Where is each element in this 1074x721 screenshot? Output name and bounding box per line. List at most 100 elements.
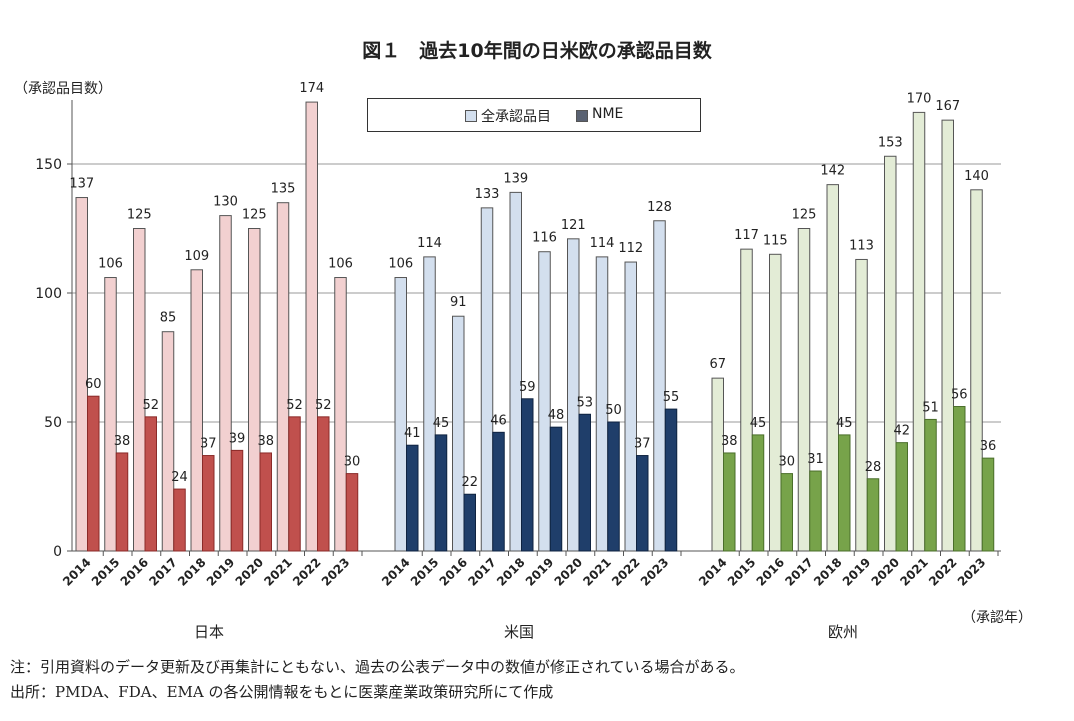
- data-label-all: 140: [964, 169, 989, 184]
- bar-nme-japan-2016: [144, 416, 157, 552]
- data-label-all: 135: [271, 182, 296, 197]
- data-label-all: 85: [160, 311, 177, 326]
- source-text: 出所：PMDA、FDA、EMA の各公開情報をもとに医薬産業政策研究所にて作成: [10, 683, 554, 701]
- data-label-nme: 45: [750, 416, 767, 431]
- note-text: 注：引用資料のデータ更新及び再集計にともない、過去の公表データ中の数値が修正され…: [10, 658, 745, 676]
- data-label-nme: 36: [980, 439, 997, 454]
- x-tick-label: 2018: [494, 555, 528, 589]
- x-tick-label: 2018: [811, 555, 845, 589]
- data-label-nme: 59: [519, 380, 536, 395]
- data-label-all: 91: [450, 295, 467, 310]
- x-tick-label: 2019: [840, 555, 874, 589]
- data-label-all: 125: [792, 208, 817, 223]
- bar-nme-eu-2021: [924, 418, 937, 552]
- y-tick-label: 100: [35, 286, 62, 302]
- x-tick-label: 2021: [897, 555, 931, 589]
- bar-nme-japan-2021: [288, 416, 301, 552]
- x-tick-label: 2022: [926, 555, 960, 589]
- bar-all-japan-2018: [190, 269, 203, 552]
- y-axis-label: （承認品目数）: [14, 81, 112, 97]
- data-label-nme: 42: [893, 424, 910, 439]
- bar-all-us-2018: [509, 191, 522, 552]
- data-label-nme: 38: [114, 434, 131, 449]
- bar-nme-japan-2018: [202, 455, 215, 552]
- bar-all-us-2023: [653, 220, 666, 552]
- bar-all-eu-2020: [884, 155, 897, 552]
- data-label-nme: 31: [807, 452, 824, 467]
- legend-label-nme: NME: [592, 106, 624, 122]
- data-label-nme: 22: [461, 475, 478, 490]
- data-label-nme: 30: [344, 455, 361, 470]
- bar-nme-us-2016: [463, 493, 476, 552]
- x-tick-label: 2014: [379, 555, 413, 589]
- x-tick-label: 2019: [523, 555, 557, 589]
- bar-all-eu-2017: [797, 228, 811, 552]
- group-label-eu: 欧州: [828, 623, 859, 641]
- bar-all-japan-2022: [305, 101, 318, 552]
- bar-nme-eu-2023: [981, 457, 995, 552]
- x-tick-label: 2018: [175, 555, 209, 589]
- bar-all-us-2014: [394, 277, 407, 552]
- data-label-all: 167: [935, 99, 960, 114]
- bar-nme-japan-2022: [317, 416, 330, 552]
- data-label-nme: 52: [286, 398, 303, 413]
- data-label-all: 133: [475, 187, 500, 202]
- bar-all-eu-2014: [711, 377, 724, 552]
- chart-title: 図１ 過去10年間の日米欧の承認品目数: [362, 40, 712, 62]
- y-tick-label: 0: [53, 544, 62, 560]
- x-tick-label: 2015: [408, 555, 442, 589]
- data-label-all: 112: [618, 241, 643, 256]
- data-label-all: 114: [590, 236, 615, 251]
- y-tick-label: 50: [44, 415, 62, 431]
- data-label-all: 139: [503, 171, 528, 186]
- bar-nme-us-2019: [549, 426, 563, 552]
- x-tick-label: 2017: [146, 555, 180, 589]
- data-label-nme: 37: [634, 437, 651, 452]
- bar-all-us-2021: [595, 256, 609, 552]
- data-label-all: 113: [849, 238, 874, 253]
- legend: 全承認品目 NME: [367, 98, 701, 132]
- x-tick-label: 2020: [869, 555, 903, 589]
- bar-all-us-2022: [624, 261, 637, 552]
- bar-nme-us-2023: [664, 408, 678, 552]
- bar-all-japan-2015: [104, 277, 117, 552]
- group-label-us: 米国: [504, 623, 535, 641]
- x-tick-label: 2020: [552, 555, 586, 589]
- x-tick-label: 2017: [465, 555, 499, 589]
- bar-nme-us-2017: [492, 431, 505, 552]
- bar-all-japan-2023: [334, 277, 347, 552]
- data-label-all: 106: [328, 257, 353, 272]
- data-label-all: 114: [417, 236, 442, 251]
- data-label-nme: 39: [229, 431, 246, 446]
- bar-all-eu-2021: [912, 111, 926, 552]
- x-tick-label: 2015: [89, 555, 123, 589]
- x-tick-label: 2023: [955, 555, 989, 589]
- data-label-all: 128: [647, 200, 672, 215]
- x-tick-label: 2015: [725, 555, 759, 589]
- data-label-nme: 37: [200, 437, 217, 452]
- data-label-nme: 24: [171, 470, 188, 485]
- data-label-nme: 55: [663, 390, 680, 405]
- data-label-nme: 60: [85, 377, 102, 392]
- bar-nme-us-2014: [406, 444, 419, 552]
- x-tick-label: 2017: [782, 555, 816, 589]
- bar-nme-eu-2015: [751, 434, 765, 552]
- x-tick-label: 2023: [319, 555, 353, 589]
- bar-all-us-2019: [538, 251, 551, 552]
- data-label-all: 125: [127, 208, 152, 223]
- bar-nme-eu-2017: [809, 470, 822, 552]
- data-label-all: 130: [213, 195, 238, 210]
- bar-nme-eu-2019: [866, 478, 880, 552]
- data-label-all: 174: [299, 81, 324, 96]
- bar-nme-japan-2017: [173, 488, 186, 552]
- bar-nme-us-2022: [636, 455, 649, 552]
- x-tick-label: 2021: [261, 555, 295, 589]
- bar-all-eu-2016: [769, 253, 782, 552]
- bar-nme-us-2020: [578, 413, 591, 552]
- bar-all-eu-2022: [941, 119, 954, 552]
- bar-all-japan-2021: [276, 202, 290, 552]
- data-label-nme: 28: [865, 460, 882, 475]
- data-label-nme: 38: [721, 434, 738, 449]
- bar-nme-japan-2015: [115, 452, 129, 552]
